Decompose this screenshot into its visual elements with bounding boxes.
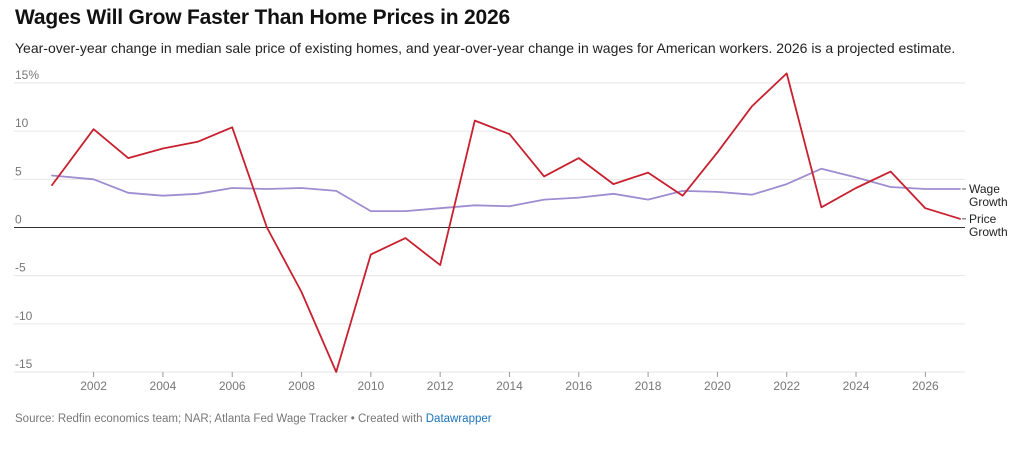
y-tick-label: 15%: [15, 68, 39, 82]
series-label: Wage Growth: [969, 182, 1008, 209]
x-tick-label: 2020: [704, 379, 731, 393]
x-tick-label: 2002: [80, 379, 107, 393]
x-tick-label: 2022: [773, 379, 800, 393]
x-tick-label: 2026: [912, 379, 939, 393]
series-label-line: Growth: [969, 195, 1008, 209]
y-axis-ticks: 15% 10 5 0 -5 -10 -15: [15, 68, 39, 371]
series-label-line: Growth: [969, 225, 1008, 239]
x-tick-label: 2010: [357, 379, 384, 393]
x-tick-label: 2006: [219, 379, 246, 393]
x-tick-label: 2024: [843, 379, 870, 393]
y-tick-label: 10: [15, 116, 29, 130]
y-tick-label: 5: [15, 164, 22, 178]
chart-footer: Source: Redfin economics team; NAR; Atla…: [15, 413, 492, 425]
x-axis-ticks: 2002 2004 2006 2008 2010 2012 2014 2016 2018 2020…: [80, 372, 939, 393]
series-line-wage-growth: [51, 167, 961, 213]
source-note: Source: Redfin economics team; NAR; Atla…: [15, 413, 426, 425]
x-tick-label: 2012: [427, 379, 454, 393]
x-tick-label: 2008: [288, 379, 315, 393]
x-tick-label: 2004: [150, 379, 177, 393]
series-label-line: Wage: [969, 182, 1000, 196]
datawrapper-link[interactable]: Datawrapper: [425, 413, 492, 425]
chart-subtitle: Year-over-year change in median sale pri…: [15, 40, 956, 56]
y-tick-label: -5: [15, 261, 26, 275]
gridlines: [14, 82, 965, 373]
x-tick-label: 2016: [565, 379, 592, 393]
series-label: Price Growth: [969, 212, 1008, 239]
series-lines: [51, 72, 961, 373]
x-tick-label: 2018: [635, 379, 662, 393]
y-tick-label: 0: [15, 213, 22, 227]
chart-title: Wages Will Grow Faster Than Home Prices …: [15, 6, 510, 29]
x-tick-label: 2014: [496, 379, 523, 393]
y-tick-label: -10: [15, 309, 33, 323]
y-tick-label: -15: [15, 357, 33, 371]
series-label-line: Price: [969, 212, 997, 226]
series-line-price-growth: [51, 72, 961, 373]
